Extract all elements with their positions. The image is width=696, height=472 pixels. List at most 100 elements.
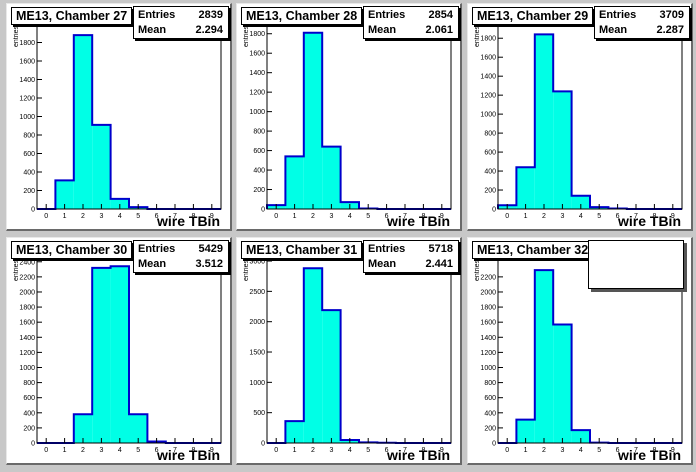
histogram-bar [285, 421, 304, 443]
x-tick-label: 6 [155, 213, 159, 220]
y-tick-label: 400 [23, 170, 35, 177]
stats-box: Entries 3709 Mean 2.287 [594, 6, 690, 39]
y-tick-label: 1400 [19, 77, 35, 84]
mean-label: Mean [138, 24, 167, 36]
x-tick-label: 5 [597, 447, 601, 454]
histogram-plot: 0 200 400 600 800 1000 1200 1400 1600 1800 0 1 2 3 4 5 6… [19, 23, 222, 220]
y-tick-label: 1600 [249, 51, 265, 58]
x-tick-label: 3 [560, 213, 564, 220]
y-tick-label: 1600 [19, 59, 35, 66]
histogram-bar [571, 195, 590, 209]
histogram-bar [92, 124, 111, 209]
entries-value: 5718 [428, 243, 453, 255]
y-tick-label: 600 [484, 150, 496, 157]
x-tick-label: 9 [671, 447, 675, 454]
x-tick-label: 5 [366, 447, 370, 454]
x-tick-label: 8 [191, 213, 195, 220]
stats-box-empty [588, 240, 684, 289]
x-tick-label: 1 [524, 213, 528, 220]
x-tick-label: 9 [210, 213, 214, 220]
plot-frame [266, 257, 452, 444]
y-tick-label: 1800 [19, 40, 35, 47]
x-tick-label: 4 [118, 213, 122, 220]
x-tick-label: 8 [652, 213, 656, 220]
histogram-bar [516, 167, 535, 209]
histogram-bar [285, 156, 304, 209]
mean-value: 2.441 [425, 258, 453, 270]
panel-title: ME13, Chamber 29 [472, 7, 594, 25]
x-tick-label: 9 [440, 447, 444, 454]
stats-box: Entries 5718 Mean 2.441 [363, 240, 459, 273]
histogram-panel-chamber-30: 0 200 400 600 800 1000 1200 1400 1600 1800 2000 220… [6, 237, 232, 465]
histogram-bar [92, 267, 111, 443]
y-tick-label: 200 [23, 188, 35, 195]
histogram-bar [55, 180, 74, 209]
y-tick-label: 1800 [249, 31, 265, 38]
y-tick-label: 1600 [480, 55, 496, 62]
x-tick-label: 7 [173, 447, 177, 454]
x-tick-label: 3 [99, 447, 103, 454]
y-tick-label: 400 [23, 410, 35, 417]
y-tick-label: 1400 [19, 335, 35, 342]
mean-label: Mean [599, 24, 628, 36]
x-tick-label: 2 [81, 447, 85, 454]
y-tick-label: 800 [484, 380, 496, 387]
entries-value: 2839 [198, 9, 223, 21]
y-tick-label: 800 [23, 380, 35, 387]
y-axis-label: entries [13, 26, 20, 48]
entries-label: Entries [138, 9, 176, 21]
y-tick-label: 1000 [480, 112, 496, 119]
histogram-panel-chamber-28: 0 200 400 600 800 1000 1200 1400 1600 1800 0 1 2 3 4 5 6… [236, 3, 462, 231]
histogram-plot: 0 200 400 600 800 1000 1200 1400 1600 1800 0 1 2 3 4 5 6… [480, 23, 683, 220]
histogram-panel-chamber-31: 0 500 1000 1500 2000 2500 3000 0 1 2 3 4 5 6 7 8 9 entri… [236, 237, 462, 465]
histogram-panel-chamber-32: 0 200 400 600 800 1000 1200 1400 1600 1800 2000 220… [467, 237, 693, 465]
y-tick-label: 800 [253, 129, 265, 136]
y-tick-label: 1000 [249, 380, 265, 387]
x-tick-label: 7 [634, 447, 638, 454]
stats-box: Entries 2854 Mean 2.061 [363, 6, 459, 39]
y-tick-label: 800 [23, 133, 35, 140]
histogram-plot: 0 200 400 600 800 1000 1200 1400 1600 1800 2000 220… [19, 257, 222, 454]
y-tick-label: 400 [484, 410, 496, 417]
x-tick-label: 0 [505, 447, 509, 454]
mean-value: 2.287 [656, 24, 684, 36]
x-tick-label: 0 [505, 213, 509, 220]
entries-label: Entries [599, 9, 637, 21]
y-tick-label: 1600 [19, 320, 35, 327]
y-tick-label: 1800 [480, 36, 496, 43]
x-tick-label: 0 [44, 213, 48, 220]
histogram-bar [516, 419, 535, 443]
x-tick-label: 0 [274, 213, 278, 220]
panel-title: ME13, Chamber 30 [11, 241, 133, 259]
y-tick-label: 0 [261, 207, 265, 214]
x-tick-label: 1 [63, 447, 67, 454]
y-tick-label: 2000 [480, 289, 496, 296]
x-tick-label: 5 [597, 213, 601, 220]
mean-value: 2.294 [195, 24, 223, 36]
x-tick-label: 1 [293, 213, 297, 220]
histogram-bar [553, 324, 572, 443]
y-tick-label: 1200 [480, 93, 496, 100]
x-tick-label: 9 [440, 213, 444, 220]
histogram-bar [534, 270, 554, 443]
panel-title: ME13, Chamber 27 [11, 7, 133, 25]
y-tick-label: 800 [484, 131, 496, 138]
x-tick-label: 7 [634, 213, 638, 220]
y-tick-label: 1000 [480, 365, 496, 372]
histogram-outline [498, 269, 682, 444]
y-tick-label: 0 [31, 207, 35, 214]
y-tick-label: 1200 [19, 96, 35, 103]
y-tick-label: 2200 [19, 274, 35, 281]
x-tick-label: 8 [191, 447, 195, 454]
x-tick-label: 8 [652, 447, 656, 454]
y-tick-label: 2500 [249, 289, 265, 296]
y-tick-label: 1000 [19, 114, 35, 121]
x-tick-label: 2 [542, 213, 546, 220]
x-tick-label: 1 [524, 447, 528, 454]
y-tick-label: 0 [492, 441, 496, 448]
y-axis-label: entries [243, 260, 250, 282]
histogram-outline [267, 267, 451, 444]
y-tick-label: 1400 [249, 70, 265, 77]
x-axis-label: wire TBin [156, 213, 220, 229]
